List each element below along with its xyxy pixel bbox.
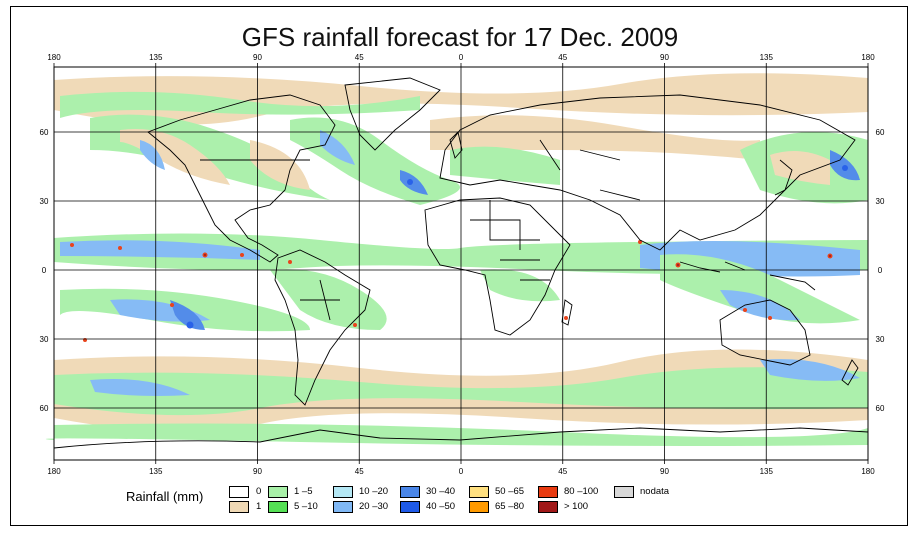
legend-swatch-12 xyxy=(614,486,634,498)
lon-label: 90 xyxy=(253,467,262,476)
lon-label: 135 xyxy=(760,467,774,476)
tick-marks xyxy=(53,63,869,464)
lon-label: 135 xyxy=(760,53,774,62)
legend-label-7: 40 –50 xyxy=(426,501,456,512)
lat-label: 60 xyxy=(876,128,885,137)
legend-label-6: 30 –40 xyxy=(426,486,456,497)
legend-label-10: 80 –100 xyxy=(564,486,599,497)
legend-label-8: 50 –65 xyxy=(495,486,525,497)
legend-swatch-2 xyxy=(268,486,288,498)
lon-label: 180 xyxy=(861,467,875,476)
legend-swatch-6 xyxy=(400,486,420,498)
lon-labels-top: 180 135 90 45 0 45 90 135 180 xyxy=(47,53,875,62)
legend-swatch-10 xyxy=(538,486,558,498)
legend-label-9: 65 –80 xyxy=(495,501,525,512)
lat-label: 60 xyxy=(876,404,885,413)
lon-label: 180 xyxy=(47,53,61,62)
lat-label: 60 xyxy=(40,404,49,413)
legend-label-4: 10 –20 xyxy=(359,486,389,497)
lat-labels-right: 60 30 0 30 60 xyxy=(876,128,885,413)
lon-label: 90 xyxy=(253,53,262,62)
legend-label-11: > 100 xyxy=(564,501,589,512)
lon-label: 180 xyxy=(47,467,61,476)
legend-swatch-11 xyxy=(538,501,558,513)
lon-label: 0 xyxy=(459,53,464,62)
lon-label: 135 xyxy=(149,467,163,476)
lon-labels-bottom: 180 135 90 45 0 45 90 135 180 xyxy=(47,467,875,476)
lon-label: 90 xyxy=(660,53,669,62)
legend-label-1: 1 xyxy=(256,501,262,512)
lat-label: 60 xyxy=(40,128,49,137)
lon-label: 45 xyxy=(558,467,567,476)
legend-swatch-1 xyxy=(229,501,249,513)
legend-label-0: 0 xyxy=(256,486,262,497)
legend-label-5: 20 –30 xyxy=(359,501,389,512)
lon-label: 45 xyxy=(355,467,364,476)
legend-swatch-9 xyxy=(469,501,489,513)
legend-swatch-3 xyxy=(268,501,288,513)
legend-swatch-4 xyxy=(333,486,353,498)
legend-label-12: nodata xyxy=(640,486,670,497)
figure-frame xyxy=(10,6,908,526)
legend-swatch-0 xyxy=(229,486,249,498)
coastlines xyxy=(53,77,869,449)
legend-label-3: 5 –10 xyxy=(294,501,318,512)
legend-label-2: 1 –5 xyxy=(294,486,313,497)
lon-label: 45 xyxy=(558,53,567,62)
lat-label: 30 xyxy=(876,335,885,344)
legend-swatch-7 xyxy=(400,501,420,513)
lon-label: 45 xyxy=(355,53,364,62)
lon-label: 180 xyxy=(861,53,875,62)
gridlines xyxy=(54,67,868,460)
lat-label: 30 xyxy=(40,197,49,206)
legend-swatch-5 xyxy=(333,501,353,513)
lat-labels-left: 60 30 0 30 60 xyxy=(40,128,49,413)
lon-label: 0 xyxy=(459,467,464,476)
lat-label: 30 xyxy=(40,335,49,344)
map-title: GFS rainfall forecast for 17 Dec. 2009 xyxy=(241,22,679,52)
lat-label: 0 xyxy=(878,266,883,275)
lon-label: 135 xyxy=(149,53,163,62)
legend-swatch-8 xyxy=(469,486,489,498)
legend-title: Rainfall (mm) xyxy=(126,489,204,504)
lat-label: 0 xyxy=(42,266,47,275)
lon-label: 90 xyxy=(660,467,669,476)
lat-label: 30 xyxy=(876,197,885,206)
